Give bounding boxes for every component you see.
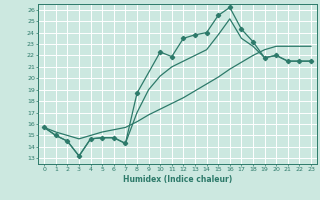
X-axis label: Humidex (Indice chaleur): Humidex (Indice chaleur) [123, 175, 232, 184]
